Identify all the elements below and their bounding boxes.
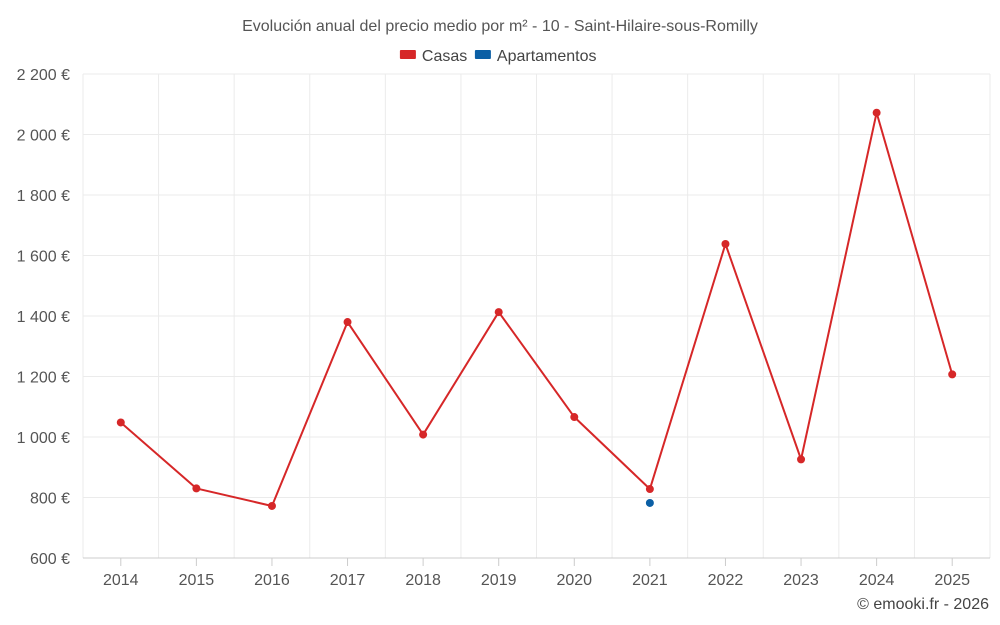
y-tick-label: 800 € xyxy=(30,491,70,508)
data-point-apartamentos-2021 xyxy=(645,498,654,507)
y-tick-label: 1 200 € xyxy=(17,370,70,387)
legend-item-casas[interactable]: Casas xyxy=(399,48,467,65)
y-tick-label: 1 800 € xyxy=(17,188,70,205)
y-tick-label: 2 000 € xyxy=(17,128,70,145)
legend-label-casas: Casas xyxy=(422,48,467,65)
credit-text: © emooki.fr - 2026 xyxy=(857,596,989,613)
y-tick-label: 1 600 € xyxy=(17,249,70,266)
data-point-casas-2015 xyxy=(192,484,201,493)
x-tick-label: 2025 xyxy=(934,572,970,589)
legend[interactable]: Casas Apartamentos xyxy=(399,48,597,65)
chart-title: Evolución anual del precio medio por m² … xyxy=(242,18,758,35)
axes: 600 € 800 € 1 000 € 1 200 € 1 400 € 1 600 € 1 … xyxy=(17,67,990,589)
x-tick-label: 2019 xyxy=(481,572,517,589)
x-tick-label: 2021 xyxy=(632,572,668,589)
grid xyxy=(82,73,991,559)
legend-label-apartamentos: Apartamentos xyxy=(497,48,597,65)
y-tick-label: 2 200 € xyxy=(17,67,70,84)
x-tick-label: 2015 xyxy=(179,572,215,589)
data-point-casas-2022 xyxy=(721,240,730,249)
data-point-casas-2025 xyxy=(948,370,957,379)
x-tick-label: 2020 xyxy=(556,572,592,589)
data-point-casas-2018 xyxy=(419,430,428,439)
legend-swatch-casas xyxy=(399,50,416,59)
x-tick-label: 2018 xyxy=(405,572,441,589)
x-tick-label: 2014 xyxy=(103,572,139,589)
series xyxy=(116,108,957,510)
legend-item-apartamentos[interactable]: Apartamentos xyxy=(474,48,597,65)
legend-swatch-apartamentos xyxy=(474,50,491,59)
x-tick-label: 2024 xyxy=(859,572,895,589)
data-point-casas-2023 xyxy=(797,455,806,464)
data-point-casas-2017 xyxy=(343,318,352,327)
x-tick-label: 2022 xyxy=(708,572,744,589)
data-point-casas-2020 xyxy=(570,413,579,422)
series-line-casas xyxy=(120,111,954,507)
x-tick-label: 2016 xyxy=(254,572,290,589)
x-tick-label: 2017 xyxy=(330,572,366,589)
data-point-casas-2024 xyxy=(872,108,881,117)
data-point-casas-2016 xyxy=(267,501,276,510)
y-tick-label: 600 € xyxy=(30,551,70,568)
y-tick-label: 1 400 € xyxy=(17,309,70,326)
data-point-casas-2019 xyxy=(494,308,503,317)
data-point-casas-2014 xyxy=(116,418,125,427)
x-tick-label: 2023 xyxy=(783,572,819,589)
y-tick-label: 1 000 € xyxy=(17,430,70,447)
data-point-casas-2021 xyxy=(645,485,654,494)
